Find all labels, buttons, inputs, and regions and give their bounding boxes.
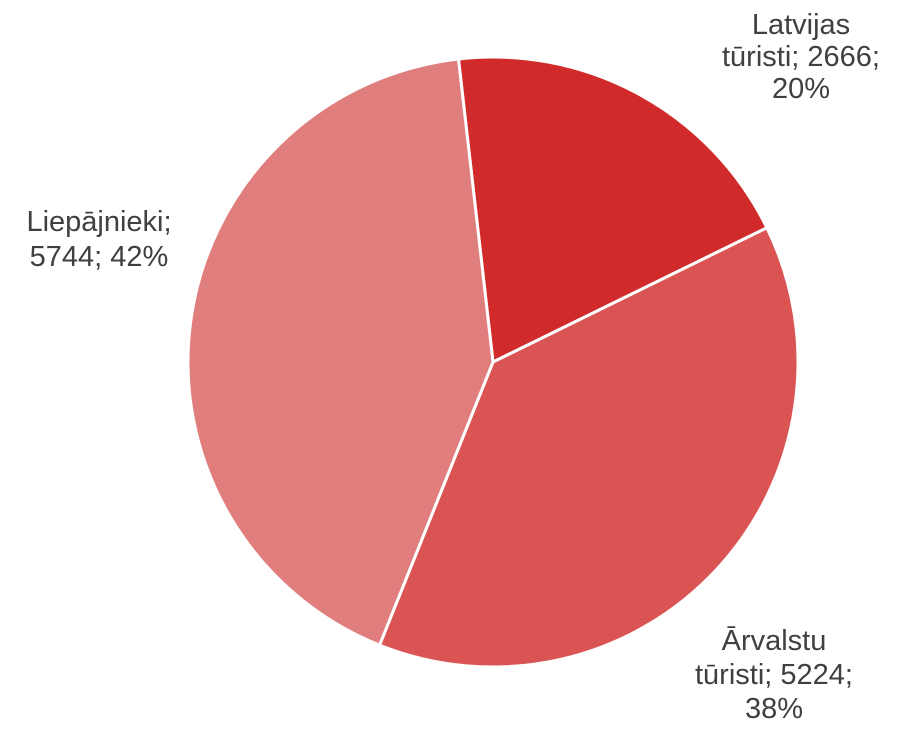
pie-data-labels: Latvijas tūristi; 2666; 20%Ārvalstu tūristi…	[26, 9, 880, 725]
pie-slice-3	[186, 57, 495, 647]
data-label-line: Latvijas	[752, 9, 850, 41]
data-label-line: Liepājnieki;	[26, 206, 171, 238]
data-label-line: tūristi; 5224;	[695, 659, 853, 691]
data-label-1: Latvijas tūristi; 2666; 20%	[722, 9, 880, 105]
data-label-line: 20%	[772, 73, 830, 105]
data-label-line: Ārvalstu	[722, 625, 827, 657]
pie-slice-1	[456, 55, 769, 364]
pie-slices	[186, 55, 800, 669]
data-label-3: Liepājnieki; 5744; 42%	[26, 206, 171, 273]
pie-slice-2	[378, 226, 800, 669]
data-label-line: 5744; 42%	[30, 241, 169, 273]
data-label-2: Ārvalstu tūristi; 5224; 38%	[695, 625, 853, 725]
data-label-line: 38%	[745, 693, 803, 725]
data-label-line: tūristi; 2666;	[722, 41, 880, 73]
